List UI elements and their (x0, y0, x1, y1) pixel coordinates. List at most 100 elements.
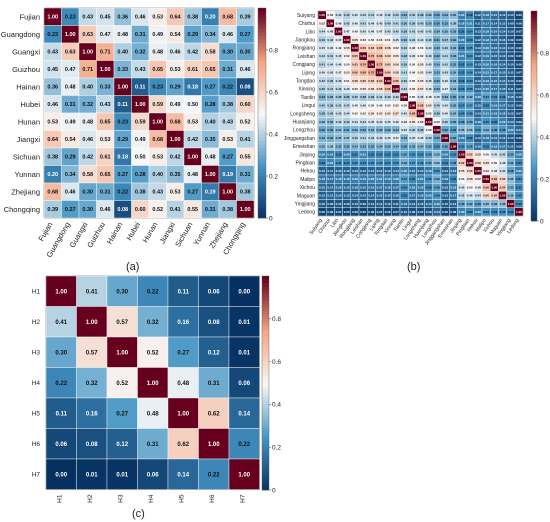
cell-value-label: 0.65 (100, 172, 111, 178)
cell-value-label: 0.33 (117, 67, 128, 73)
cell-value-label: 0.12 (508, 144, 514, 148)
cell-value-label: 0.26 (467, 71, 473, 75)
cell-value-label: 1.00 (409, 103, 415, 107)
cell-value-label: 0.19 (205, 190, 216, 196)
column-tick-label: H5 (178, 494, 185, 503)
cell-value-label: 0.12 (208, 350, 220, 356)
cell-value-label: 0.36 (500, 202, 506, 206)
cell-value-label: 0.18 (418, 185, 424, 189)
cell-value-label: 0.57 (418, 87, 424, 91)
cell-value-label: 0.48 (426, 95, 432, 99)
cell-value-label: 0.52 (475, 177, 481, 181)
cell-value-label: 0.49 (352, 30, 358, 34)
colorbar-segment (262, 486, 269, 491)
cell-value-label: 0.42 (500, 153, 506, 157)
colorbar-segment (531, 214, 537, 218)
cell-value-label: 0.32 (483, 128, 489, 132)
colorbar-segment (258, 197, 266, 201)
cell-value-label: 0.31 (344, 128, 350, 132)
colorbar-tick-label: 0.6 (540, 92, 549, 99)
cell-value-label: 0.55 (344, 46, 350, 50)
colorbar-segment (262, 383, 269, 387)
heatmap-cell (106, 397, 138, 429)
colorbar-segment (258, 141, 266, 145)
heatmap-cell (167, 367, 199, 399)
cell-value-label: 0.22 (147, 289, 159, 295)
colorbar-segment (258, 57, 266, 61)
cell-value-label: 0.38 (327, 144, 333, 148)
colorbar-segment (262, 432, 269, 437)
cell-value-label: 1.00 (442, 136, 448, 140)
cell-value-label: 0.27 (117, 172, 128, 178)
cell-value-label: 0.12 (508, 103, 514, 107)
colorbar-segment (258, 144, 266, 149)
cell-value-label: 0.35 (205, 137, 216, 143)
colorbar-segment (262, 329, 269, 334)
colorbar-segment (531, 67, 537, 71)
colorbar-segment (258, 200, 266, 205)
cell-value-label: 0.40 (442, 46, 448, 50)
cell-value-label: 0.16 (491, 79, 497, 83)
cell-value-label: 0.08 (240, 85, 251, 91)
cell-value-label: 0.38 (434, 112, 440, 116)
cell-value-label: 1.00 (434, 128, 440, 132)
cell-value-label: 0.68 (409, 112, 415, 116)
cell-value-label: 0.14 (418, 169, 424, 173)
cell-value-label: 0.11 (135, 85, 145, 91)
cell-value-label: 0.12 (500, 13, 506, 17)
colorbar-tick-label: 0.4 (540, 134, 549, 141)
row-tick-label: Xinning (298, 87, 315, 93)
colorbar-segment (258, 88, 266, 93)
row-tick-label: Tongdao (296, 78, 315, 84)
colorbar-segment (531, 207, 537, 211)
cell-value-label: 0.36 (508, 194, 514, 198)
cell-value-label: 0.48 (327, 30, 333, 34)
cell-value-label: 0.50 (352, 112, 358, 116)
cell-value-label: 0.07 (393, 210, 399, 214)
cell-value-label: 0.58 (82, 172, 93, 178)
colorbar-segment (262, 304, 269, 309)
cell-value-label: 0.15 (500, 71, 506, 75)
colorbar-segment (262, 293, 269, 298)
cell-value-label: 0.44 (327, 62, 333, 66)
cell-value-label: 0.42 (385, 13, 391, 17)
cell-value-label: 0.15 (491, 54, 497, 58)
cell-value-label: 0.41 (170, 207, 181, 213)
cell-value-label: 0.20 (368, 177, 374, 181)
cell-value-label: 0.41 (393, 21, 399, 25)
cell-value-label: 0.36 (344, 95, 350, 99)
cell-value-label: 0.46 (319, 71, 325, 75)
cell-value-label: 0.06 (516, 21, 522, 25)
cell-value-label: 0.61 (100, 155, 111, 161)
cell-value-label: 0.42 (393, 95, 399, 99)
colorbar-segment (262, 429, 269, 434)
cell-value-label: 0.40 (409, 13, 415, 17)
heatmap-cell (167, 275, 199, 307)
cell-value-label: 0.11 (508, 71, 514, 75)
heatmap-cell (137, 428, 169, 460)
colorbar-segment (262, 436, 269, 441)
cell-value-label: 1.00 (385, 79, 391, 83)
colorbar-segment (258, 186, 266, 191)
cell-value-label: 0.20 (483, 46, 489, 50)
cell-value-label: 0.23 (459, 71, 465, 75)
cell-value-label: 0.14 (475, 112, 481, 116)
cell-value-label: 0.46 (336, 62, 342, 66)
cell-value-label: 0.44 (475, 194, 481, 198)
cell-value-label: 0.50 (344, 62, 350, 66)
cell-value-label: 0.14 (352, 194, 358, 198)
cell-value-label: 0.06 (516, 62, 522, 66)
colorbar-segment (531, 210, 537, 215)
cell-value-label: 0.23 (467, 38, 473, 42)
cell-value-label: 1.00 (336, 30, 342, 34)
cell-value-label: 0.14 (434, 210, 440, 214)
cell-value-label: 0.16 (450, 169, 456, 173)
cell-value-label: 1.00 (238, 472, 250, 478)
cell-value-label: 0.14 (368, 194, 374, 198)
cell-value-label: 0.30 (55, 350, 67, 356)
colorbar-segment (258, 204, 266, 208)
heatmap-cell (106, 458, 138, 490)
cell-value-label: 0.58 (385, 46, 391, 50)
cell-value-label: 0.25 (483, 120, 489, 124)
colorbar-segment (531, 18, 537, 22)
